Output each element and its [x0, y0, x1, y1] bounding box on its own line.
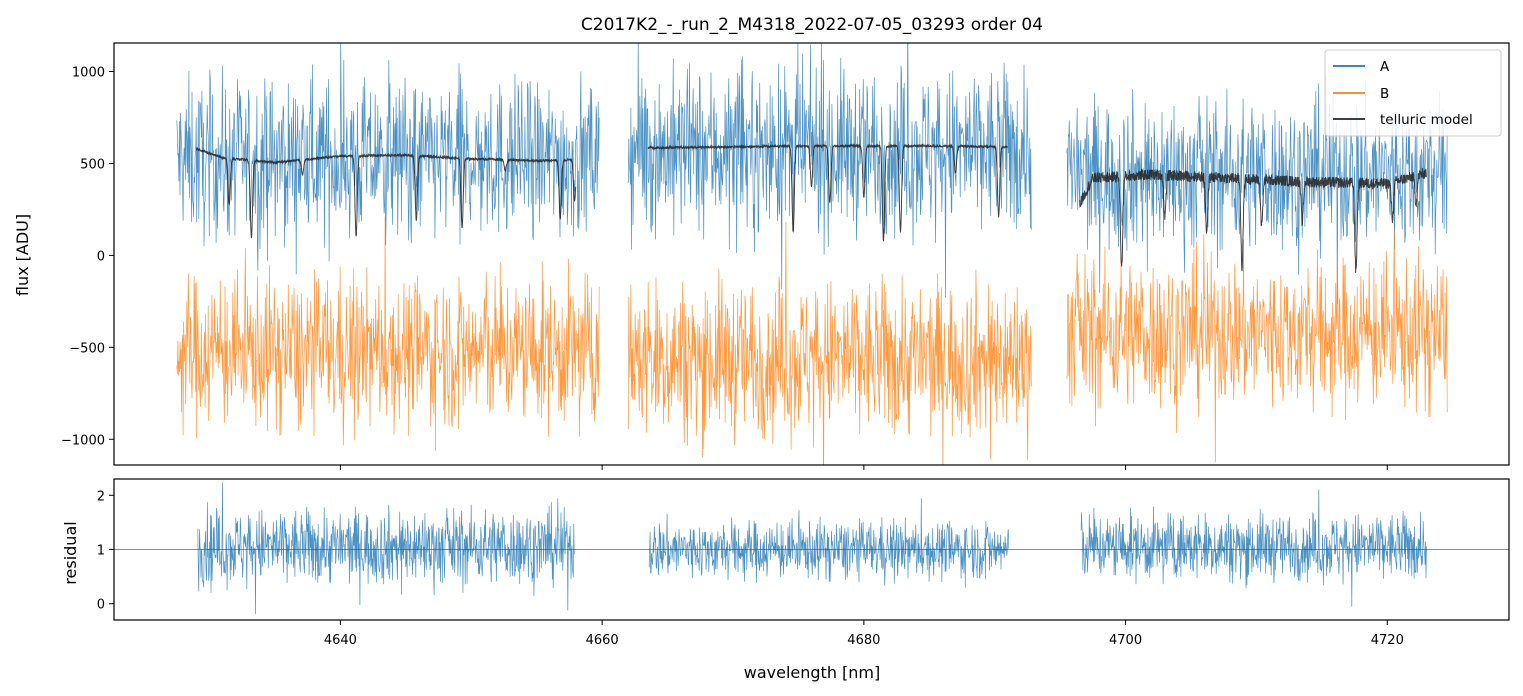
telluric-model-line-0 [195, 146, 577, 239]
series-a-line-0 [176, 43, 600, 275]
residual-line-0 [197, 482, 575, 615]
x-tick-label: 4640 [324, 633, 357, 648]
top-y-axis-label: flux [ADU] [13, 214, 32, 296]
telluric-model-line-1 [647, 143, 1008, 242]
top-panel: −1000 −500 0 500 1000 flux [ADU] A B telluri… [13, 42, 1510, 470]
legend-label-telluric: telluric model [1380, 112, 1473, 128]
top-y-tick-label: 500 [80, 157, 105, 172]
residual-line-2 [1080, 489, 1427, 607]
bottom-y-tick-label: 2 [97, 489, 105, 504]
x-tick-label: 4680 [847, 633, 880, 648]
series-b-line-1 [627, 222, 1032, 465]
legend: A B telluric model [1324, 49, 1502, 137]
top-y-tick-label: 1000 [72, 66, 105, 81]
legend-label-b: B [1380, 86, 1389, 102]
telluric-model-line-2 [1079, 167, 1427, 273]
bottom-y-axis-label: residual [61, 521, 80, 584]
series-a-line-1 [627, 43, 1032, 298]
top-y-axis: −1000 −500 0 500 1000 [61, 66, 114, 448]
series-b-line-0 [176, 216, 600, 451]
top-plot-area [176, 43, 1448, 465]
chart-title: C2017K2_-_run_2_M4318_2022-07-05_03293 o… [581, 15, 1043, 35]
series-b-line-2 [1066, 229, 1448, 463]
bottom-plot-area [114, 482, 1509, 615]
bottom-x-axis: 4640 4660 4680 4700 4720 [324, 620, 1404, 648]
legend-box [1324, 49, 1502, 137]
top-y-tick-label: −500 [69, 341, 105, 356]
legend-label-a: A [1380, 59, 1390, 75]
top-x-axis [339, 465, 1388, 470]
x-tick-label: 4660 [586, 633, 619, 648]
bottom-y-tick-label: 1 [97, 544, 105, 559]
bottom-y-axis: 0 1 2 [97, 489, 114, 613]
x-tick-label: 4720 [1371, 633, 1404, 648]
residual-line-1 [648, 498, 1010, 588]
top-axes-frame [113, 42, 1510, 466]
x-axis-label: wavelength [nm] [744, 663, 881, 682]
top-y-tick-label: −1000 [61, 433, 105, 448]
bottom-panel: 0 1 2 4640 4660 4680 4700 4720 residual wavele… [61, 478, 1510, 682]
x-tick-label: 4700 [1109, 633, 1142, 648]
top-y-tick-label: 0 [97, 249, 105, 264]
bottom-y-tick-label: 0 [97, 598, 105, 613]
